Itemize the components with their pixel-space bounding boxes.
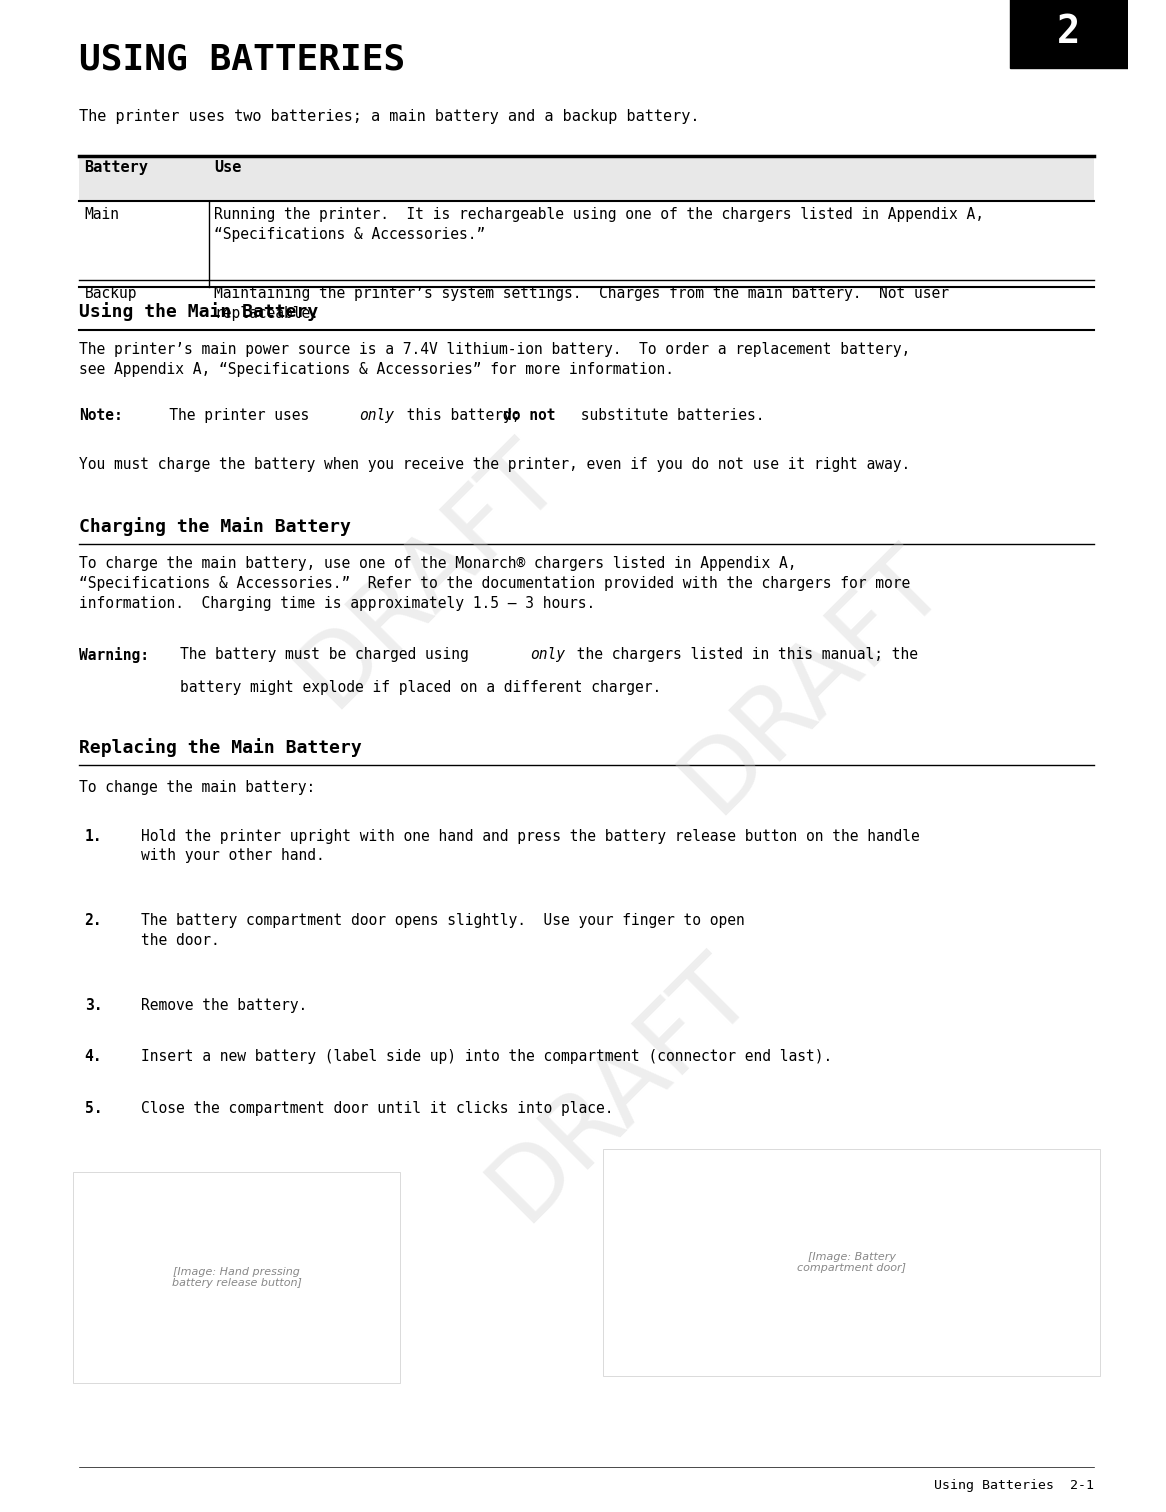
Text: 2.: 2. xyxy=(85,913,103,928)
Text: Using the Main Battery: Using the Main Battery xyxy=(79,302,318,322)
Text: DRAFT: DRAFT xyxy=(662,531,962,830)
Text: 1.: 1. xyxy=(85,829,103,844)
Text: Use: Use xyxy=(215,160,241,175)
Text: Maintaining the printer’s system settings.  Charges from the main battery.  Not : Maintaining the printer’s system setting… xyxy=(215,286,949,321)
Text: Backup: Backup xyxy=(85,286,138,301)
Text: USING BATTERIES: USING BATTERIES xyxy=(79,42,406,76)
Text: Remove the battery.: Remove the battery. xyxy=(141,998,308,1013)
Text: 4.: 4. xyxy=(85,1049,103,1064)
Text: Insert a new battery (label side up) into the compartment (connector end last).: Insert a new battery (label side up) int… xyxy=(141,1049,833,1064)
Text: [Image: Hand pressing
battery release button]: [Image: Hand pressing battery release bu… xyxy=(171,1267,302,1288)
Text: The battery compartment door opens slightly.  Use your finger to open
the door.: The battery compartment door opens sligh… xyxy=(141,913,745,948)
Text: Using Batteries  2-1: Using Batteries 2-1 xyxy=(934,1479,1094,1492)
Text: Note:: Note: xyxy=(79,408,122,423)
Text: Warning:: Warning: xyxy=(79,647,149,664)
Text: Close the compartment door until it clicks into place.: Close the compartment door until it clic… xyxy=(141,1101,613,1116)
Text: do not: do not xyxy=(503,408,555,423)
Text: substitute batteries.: substitute batteries. xyxy=(571,408,765,423)
Text: DRAFT: DRAFT xyxy=(279,425,578,724)
Text: Charging the Main Battery: Charging the Main Battery xyxy=(79,517,351,537)
Text: 3.: 3. xyxy=(85,998,103,1013)
Text: only: only xyxy=(359,408,394,423)
Text: Main: Main xyxy=(85,207,120,222)
Text: Replacing the Main Battery: Replacing the Main Battery xyxy=(79,738,361,758)
Text: 5.: 5. xyxy=(85,1101,103,1116)
Text: The battery must be charged using: The battery must be charged using xyxy=(181,647,478,662)
Text: DRAFT: DRAFT xyxy=(470,939,771,1238)
Text: only: only xyxy=(531,647,566,662)
Text: To charge the main battery, use one of the Monarch® chargers listed in Appendix : To charge the main battery, use one of t… xyxy=(79,556,911,611)
Text: 2: 2 xyxy=(1058,12,1081,51)
Text: battery might explode if placed on a different charger.: battery might explode if placed on a dif… xyxy=(181,680,662,696)
FancyBboxPatch shape xyxy=(73,1172,400,1383)
Text: The printer uses: The printer uses xyxy=(143,408,318,423)
FancyBboxPatch shape xyxy=(604,1149,1100,1376)
Text: Running the printer.  It is rechargeable using one of the chargers listed in App: Running the printer. It is rechargeable … xyxy=(215,207,984,242)
Text: Battery: Battery xyxy=(85,160,148,175)
Text: the chargers listed in this manual; the: the chargers listed in this manual; the xyxy=(569,647,919,662)
Text: this battery;: this battery; xyxy=(398,408,529,423)
Text: Hold the printer upright with one hand and press the battery release button on t: Hold the printer upright with one hand a… xyxy=(141,829,920,863)
Text: To change the main battery:: To change the main battery: xyxy=(79,780,315,795)
Text: [Image: Battery
compartment door]: [Image: Battery compartment door] xyxy=(798,1252,906,1273)
Text: The printer uses two batteries; a main battery and a backup battery.: The printer uses two batteries; a main b… xyxy=(79,109,700,124)
FancyBboxPatch shape xyxy=(79,156,1094,201)
Text: You must charge the battery when you receive the printer, even if you do not use: You must charge the battery when you rec… xyxy=(79,457,911,472)
Text: The printer’s main power source is a 7.4V lithium-ion battery.  To order a repla: The printer’s main power source is a 7.4… xyxy=(79,342,911,376)
FancyBboxPatch shape xyxy=(1010,0,1128,68)
